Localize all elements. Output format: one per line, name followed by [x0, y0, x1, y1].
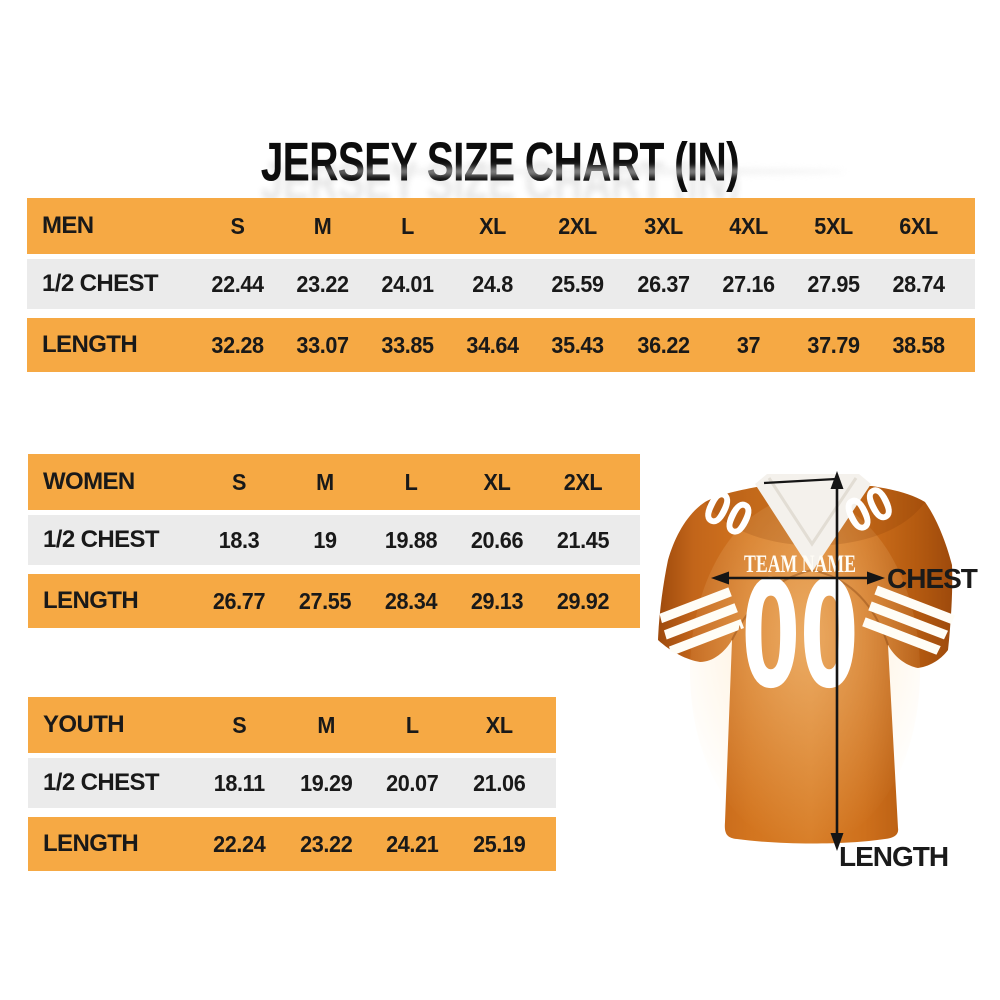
size-header-cell: S [230, 212, 245, 239]
size-header-cell: 6XL [899, 212, 938, 239]
measurement-value: 18.3 [218, 526, 260, 553]
size-header-cell: 2XL [563, 468, 603, 495]
row-label: LENGTH [43, 830, 139, 857]
measurement-value: 23.22 [296, 270, 350, 297]
length-arrow [763, 471, 844, 851]
measurement-value: 22.44 [211, 270, 264, 297]
size-header-cell: XL [479, 212, 507, 239]
chest-arrow [711, 571, 885, 585]
measurement-value: 35.43 [551, 331, 605, 358]
size-header-cell: M [313, 212, 332, 239]
measurement-value: 23.22 [299, 830, 353, 857]
jersey-illustration: 00 00 TEAM NAME 00 [640, 474, 970, 847]
jersey-measurement-figure: 00 00 TEAM NAME 00 CHEST LENGTH [640, 462, 985, 874]
measurement-value: 37 [736, 331, 761, 358]
measurement-value: 29.92 [556, 587, 610, 614]
size-header-cell: 4XL [728, 212, 768, 239]
measurement-value: 38.58 [892, 331, 945, 358]
measurement-value: 22.24 [213, 830, 266, 857]
table-header-row: MEN S M L XL 2XL 3XL 4XL 5XL 6XL [27, 198, 975, 254]
table-title: YOUTH [43, 711, 125, 738]
size-header-cell: 5XL [814, 212, 853, 239]
measurement-value: 19.29 [299, 769, 353, 796]
row-label: 1/2 CHEST [43, 769, 160, 796]
size-header-cell: L [401, 212, 415, 239]
row-label: LENGTH [42, 331, 138, 358]
chest-label: CHEST [887, 563, 978, 594]
size-header-cell: XL [483, 468, 511, 495]
length-row: LENGTH 22.24 23.22 24.21 25.19 [28, 817, 556, 871]
measurement-value: 20.07 [386, 769, 439, 796]
row-label: LENGTH [43, 587, 139, 614]
measurement-value: 24.21 [386, 830, 439, 857]
title-reflection [295, 167, 845, 176]
measurement-value: 21.06 [472, 769, 526, 796]
half-chest-row: 1/2 CHEST 18.3 19 19.88 20.66 21.45 [28, 515, 640, 565]
measurement-value: 33.07 [296, 331, 350, 358]
table-header-row: YOUTH S M L XL [28, 697, 556, 753]
table-title: MEN [42, 212, 94, 239]
size-header-cell: 2XL [558, 212, 598, 239]
length-row: LENGTH 32.28 33.07 33.85 34.64 35.43 36.22 37 37… [27, 318, 975, 372]
measurement-value: 27.55 [298, 587, 352, 614]
measurement-value: 29.13 [470, 587, 524, 614]
measurement-value: 18.11 [213, 769, 265, 796]
sleeve-stripes-left [640, 587, 744, 662]
measurement-value: 21.45 [556, 526, 610, 553]
men-size-table: MEN S M L XL 2XL 3XL 4XL 5XL 6XL 1/2 CHEST 22.44 23.… [27, 198, 975, 372]
sleeve-stripes-right [862, 585, 970, 662]
measurement-value: 37.79 [807, 331, 860, 358]
measurement-value: 25.59 [551, 270, 605, 297]
measurement-value: 28.34 [384, 587, 438, 614]
youth-size-table: YOUTH S M L XL 1/2 CHEST 18.11 19.29 20.07 21.06 L… [28, 697, 556, 871]
size-header-cell: 3XL [643, 212, 683, 239]
measurement-value: 19 [313, 526, 337, 553]
page-title-text: JERSEY SIZE CHART (IN) [260, 130, 740, 193]
size-header-cell: M [316, 711, 335, 738]
measurement-value: 32.28 [211, 331, 264, 358]
measurement-value: 33.85 [381, 331, 435, 358]
measurement-value: 36.22 [636, 331, 690, 358]
size-header-cell: M [316, 468, 334, 495]
measurement-value: 20.66 [470, 526, 524, 553]
measurement-value: 28.74 [892, 270, 945, 297]
page-title: JERSEY SIZE CHART (IN) [0, 130, 1000, 193]
measurement-value: 26.37 [636, 270, 690, 297]
row-label: 1/2 CHEST [42, 270, 159, 297]
half-chest-row: 1/2 CHEST 18.11 19.29 20.07 21.06 [28, 758, 556, 808]
size-header-cell: L [404, 468, 418, 495]
size-header-cell: L [405, 711, 419, 738]
length-label: LENGTH [839, 841, 948, 872]
length-row: LENGTH 26.77 27.55 28.34 29.13 29.92 [28, 574, 640, 628]
measurement-value: 24.8 [472, 270, 514, 297]
size-header-cell: S [232, 711, 247, 738]
row-label: 1/2 CHEST [43, 526, 160, 553]
table-title: WOMEN [43, 468, 135, 495]
measurement-value: 26.77 [212, 587, 266, 614]
measurement-value: 19.88 [384, 526, 438, 553]
measurement-value: 24.01 [381, 270, 435, 297]
measurement-value: 27.16 [722, 270, 775, 297]
half-chest-row: 1/2 CHEST 22.44 23.22 24.01 24.8 25.59 26.37 27… [27, 259, 975, 309]
measurement-value: 25.19 [472, 830, 526, 857]
women-size-table: WOMEN S M L XL 2XL 1/2 CHEST 18.3 19 19.88 20.66 21… [28, 454, 640, 628]
measurement-value: 27.95 [807, 270, 860, 297]
front-number: 00 [742, 551, 859, 722]
size-header-cell: XL [485, 711, 513, 738]
measurement-value: 34.64 [466, 331, 520, 358]
size-header-cell: S [231, 468, 247, 495]
table-header-row: WOMEN S M L XL 2XL [28, 454, 640, 510]
